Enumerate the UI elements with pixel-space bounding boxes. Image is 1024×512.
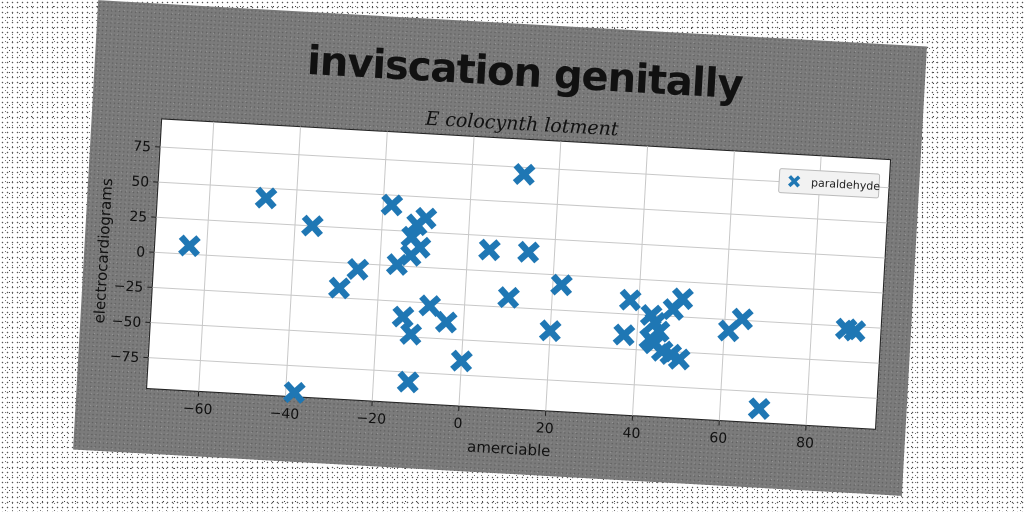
data-point: [450, 349, 473, 373]
x-grid-line: [632, 146, 649, 416]
y-tick-label: −50: [111, 313, 141, 331]
x-tick-label: −20: [356, 410, 386, 428]
data-point: [667, 347, 691, 371]
data-point: [346, 257, 370, 281]
x-tick-label: 80: [796, 435, 815, 452]
data-point: [512, 163, 536, 186]
data-point: [391, 305, 415, 329]
legend: paraldehyde: [778, 168, 881, 199]
x-grid-line: [718, 150, 735, 421]
x-tick-label: −60: [182, 401, 212, 419]
y-grid-line: [154, 251, 884, 294]
data-point: [747, 397, 771, 420]
data-point: [731, 307, 754, 331]
data-point: [408, 236, 432, 259]
y-grid-line: [156, 216, 886, 259]
x-tick-label: 0: [453, 416, 463, 432]
data-point: [301, 214, 324, 238]
y-grid-line: [160, 146, 889, 189]
y-tick-label: 0: [136, 244, 146, 260]
data-point: [283, 381, 306, 404]
legend-marker-glyph: [787, 175, 801, 188]
chart-figure: inviscation genitally E colocynth lotmen…: [73, 0, 927, 496]
data-point: [380, 193, 404, 217]
legend-label: paraldehyde: [811, 176, 881, 193]
data-point: [671, 287, 694, 311]
x-grid-line: [198, 121, 215, 392]
scatter-chart: inviscation genitally E colocynth lotmen…: [90, 38, 892, 460]
data-point: [612, 323, 636, 347]
y-grid-line: [148, 357, 878, 399]
y-grid-line: [150, 322, 880, 364]
x-grid-line: [805, 155, 822, 426]
grid-lines: [148, 121, 889, 426]
data-point: [178, 234, 201, 258]
x-tick-label: 20: [535, 420, 554, 437]
axis-ticks: −60 −40 −20 0 20 40 60 80 75 50 25 0 −25 −50 −75: [109, 139, 815, 452]
x-tick-label: 60: [709, 430, 728, 447]
y-grid-line: [152, 286, 882, 329]
y-tick-label: 25: [129, 209, 148, 226]
data-point: [414, 206, 438, 230]
data-point: [517, 240, 540, 264]
data-point: [538, 319, 562, 343]
y-tick-label: −25: [113, 278, 143, 296]
data-point: [399, 322, 423, 346]
y-tick-label: −75: [109, 348, 139, 366]
x-axis-label: amerciable: [467, 437, 551, 460]
y-tick-label: 75: [133, 139, 152, 156]
data-point: [418, 294, 442, 318]
x-tick-label: −40: [269, 405, 299, 423]
x-tick-label: 40: [622, 425, 641, 442]
data-point: [618, 288, 642, 312]
data-point: [843, 319, 867, 343]
legend-marker: [787, 175, 801, 188]
legend-box: [778, 168, 881, 199]
data-point: [396, 370, 420, 394]
data-point: [434, 310, 458, 334]
x-grid-line: [284, 126, 302, 397]
plot-area: [146, 118, 892, 430]
y-axis-label: electrocardiograms: [90, 178, 116, 324]
data-point: [254, 186, 278, 210]
y-grid-line: [158, 181, 888, 224]
data-point: [647, 319, 671, 343]
data-point: [328, 276, 351, 300]
data-point: [550, 273, 573, 297]
chart-title: inviscation genitally: [306, 38, 745, 108]
data-point: [478, 238, 501, 262]
data-markers: [178, 163, 867, 420]
data-point: [497, 286, 520, 309]
x-grid-line: [371, 131, 388, 402]
y-tick-label: 50: [131, 174, 150, 191]
